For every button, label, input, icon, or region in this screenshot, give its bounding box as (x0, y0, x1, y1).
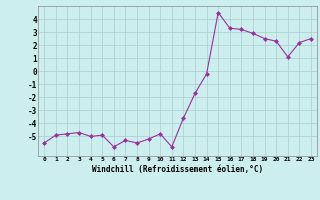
X-axis label: Windchill (Refroidissement éolien,°C): Windchill (Refroidissement éolien,°C) (92, 165, 263, 174)
